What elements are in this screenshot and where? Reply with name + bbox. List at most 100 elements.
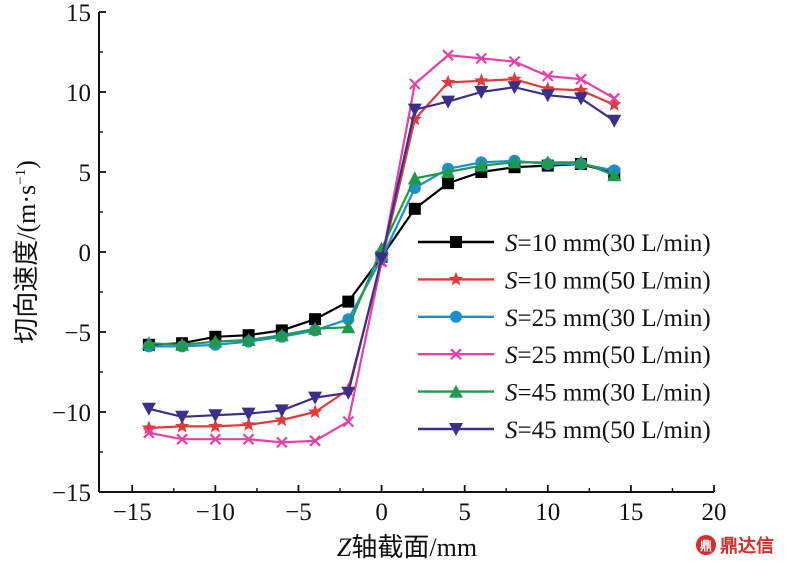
data-point: [308, 391, 323, 405]
data-point: [141, 402, 156, 416]
series-6: [141, 81, 622, 424]
y-tick-label: −10: [52, 400, 91, 427]
data-point: [441, 95, 456, 109]
data-point: [307, 404, 323, 419]
data-point: [474, 86, 489, 99]
data-point: [141, 336, 156, 350]
series-5: [141, 155, 622, 351]
watermark-text: 鼎达信: [720, 535, 774, 557]
data-point: [276, 436, 288, 449]
data-point: [540, 89, 555, 103]
x-tick-label: 0: [375, 499, 388, 526]
data-point: [442, 177, 455, 190]
ding-seal-glyph: 鼎: [700, 539, 712, 553]
x-tick-label: 10: [535, 499, 560, 526]
data-point: [607, 97, 622, 111]
legend-item: S=25 mm(50 L/min): [418, 342, 711, 369]
legend: S=10 mm(30 L/min) S=10 mm(50 L/min) S=25 m…: [418, 230, 711, 444]
data-point: [242, 433, 255, 445]
y-tick-label: 15: [66, 0, 91, 27]
data-point: [607, 114, 622, 128]
data-point: [508, 55, 521, 68]
legend-item: S=25 mm(30 L/min): [418, 305, 711, 332]
data-point: [407, 103, 422, 117]
data-point: [575, 73, 587, 85]
data-point: [309, 435, 321, 447]
data-point: [241, 407, 256, 421]
legend-label: S=10 mm(50 L/min): [505, 267, 711, 294]
data-point: [175, 410, 190, 424]
data-point: [241, 333, 256, 346]
series-group: [141, 49, 622, 449]
data-point: [143, 427, 155, 439]
data-point: [407, 111, 422, 126]
legend-marker: [449, 384, 463, 398]
data-point: [341, 386, 356, 400]
data-point: [342, 415, 355, 428]
data-point: [507, 155, 522, 169]
data-point: [342, 295, 355, 308]
x-tick-label: 20: [702, 499, 727, 526]
data-point: [507, 81, 522, 95]
data-point: [540, 155, 555, 169]
data-point: [475, 52, 488, 65]
x-ticks: −15 −10 −5 0 5 10 15 20: [113, 485, 727, 526]
x-tick-label: 5: [458, 499, 471, 526]
legend-label: S=25 mm(30 L/min): [505, 305, 711, 332]
data-point: [607, 168, 622, 182]
data-point: [542, 70, 554, 82]
data-point: [208, 418, 223, 433]
data-point: [574, 92, 589, 106]
data-point: [208, 334, 223, 348]
legend-item: S=10 mm(30 L/min): [418, 230, 711, 257]
y-tick-label: −15: [52, 480, 91, 507]
data-point: [474, 73, 489, 87]
data-point: [409, 78, 421, 90]
y-tick-label: 5: [79, 160, 92, 187]
legend-marker: [449, 423, 463, 436]
data-point: [573, 82, 589, 97]
x-tick-label: −15: [113, 499, 152, 526]
data-point: [374, 252, 389, 266]
legend-label: S=10 mm(30 L/min): [505, 230, 711, 257]
data-point: [608, 92, 621, 105]
data-point: [440, 74, 456, 89]
data-point: [341, 320, 356, 334]
data-point: [308, 321, 323, 335]
y-tick-label: 10: [66, 80, 91, 107]
data-point: [442, 49, 454, 61]
y-tick-label: −5: [64, 320, 91, 347]
data-point: [474, 158, 489, 172]
data-point: [274, 404, 289, 418]
legend-label: S=45 mm(30 L/min): [505, 380, 711, 407]
ding-seal-icon: [696, 535, 716, 555]
legend-marker: [450, 236, 462, 248]
data-point: [441, 165, 456, 178]
data-point: [274, 412, 289, 427]
data-point: [274, 328, 289, 342]
data-point: [540, 81, 555, 95]
legend-item: S=45 mm(50 L/min): [418, 417, 711, 444]
y-axis-label: 切向速度/(m·s−1): [12, 160, 41, 344]
data-point: [175, 337, 190, 351]
data-point: [141, 420, 156, 435]
legend-item: S=45 mm(30 L/min): [418, 380, 711, 407]
data-point: [374, 241, 389, 255]
legend-marker: [450, 310, 462, 323]
legend-marker: [450, 348, 462, 360]
data-point: [176, 433, 188, 445]
data-point: [309, 313, 322, 326]
x-tick-label: 15: [618, 499, 643, 526]
watermark: 鼎 鼎达信: [696, 535, 774, 557]
y-ticks: −15 −10 −5 0 5 10 15: [52, 0, 106, 507]
data-point: [408, 202, 421, 215]
x-tick-label: −5: [285, 499, 312, 526]
legend-item: S=10 mm(50 L/min): [418, 267, 711, 294]
data-point: [241, 417, 256, 431]
x-tick-label: −10: [196, 499, 235, 526]
data-point: [407, 171, 422, 185]
data-point: [507, 71, 522, 86]
data-point: [175, 418, 190, 433]
y-tick-label: 0: [79, 240, 92, 267]
